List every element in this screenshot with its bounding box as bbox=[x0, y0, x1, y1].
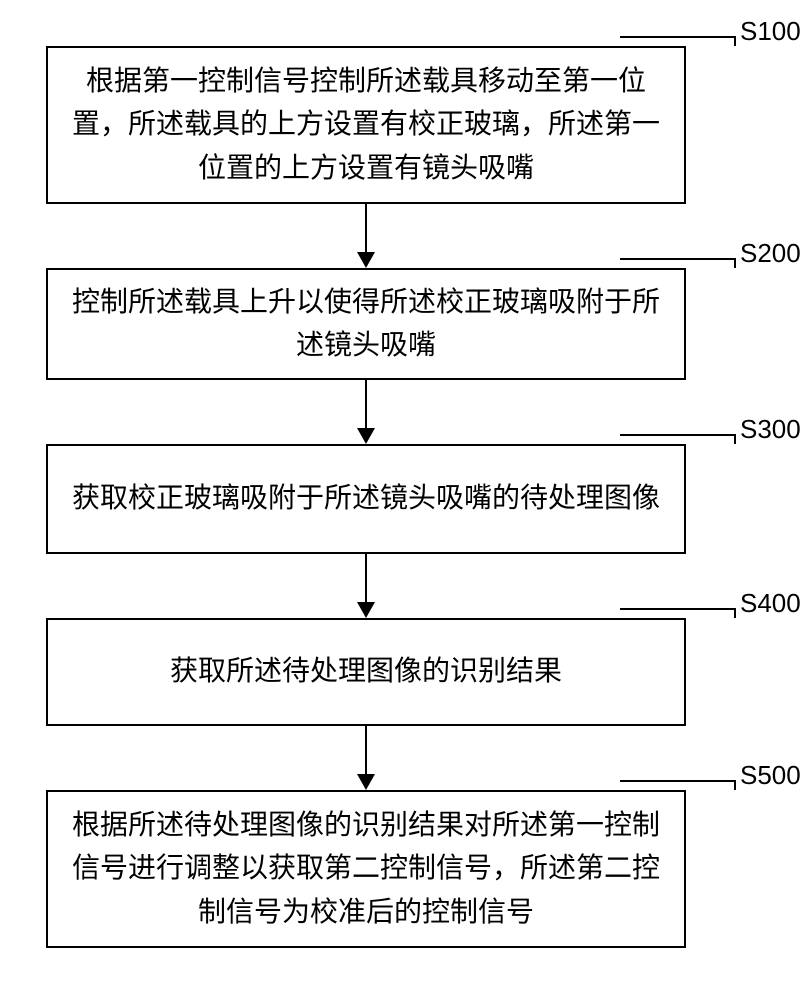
step-s300: 获取校正玻璃吸附于所述镜头吸嘴的待处理图像 bbox=[46, 444, 686, 554]
step-text-s200: 控制所述载具上升以使得所述校正玻璃吸附于所述镜头吸嘴 bbox=[60, 281, 672, 368]
leader-s100 bbox=[620, 36, 736, 46]
arrow-s300-s400-head bbox=[357, 602, 375, 618]
arrow-s400-s500-head bbox=[357, 774, 375, 790]
step-text-s400: 获取所述待处理图像的识别结果 bbox=[170, 650, 562, 693]
step-s100: 根据第一控制信号控制所述载具移动至第一位置，所述载具的上方设置有校正玻璃，所述第… bbox=[46, 46, 686, 204]
label-s300: S300 bbox=[740, 414, 801, 445]
leader-s200 bbox=[620, 258, 736, 268]
leader-s500 bbox=[620, 780, 736, 790]
step-text-s500: 根据所述待处理图像的识别结果对所述第一控制信号进行调整以获取第二控制信号，所述第… bbox=[60, 804, 672, 934]
label-s500: S500 bbox=[740, 760, 801, 791]
leader-s400 bbox=[620, 608, 736, 618]
label-s200: S200 bbox=[740, 238, 801, 269]
arrow-s300-s400-line bbox=[365, 554, 367, 602]
step-text-s300: 获取校正玻璃吸附于所述镜头吸嘴的待处理图像 bbox=[72, 477, 660, 520]
label-s400: S400 bbox=[740, 588, 801, 619]
step-s500: 根据所述待处理图像的识别结果对所述第一控制信号进行调整以获取第二控制信号，所述第… bbox=[46, 790, 686, 948]
arrow-s200-s300-head bbox=[357, 428, 375, 444]
step-text-s100: 根据第一控制信号控制所述载具移动至第一位置，所述载具的上方设置有校正玻璃，所述第… bbox=[60, 60, 672, 190]
step-s400: 获取所述待处理图像的识别结果 bbox=[46, 618, 686, 726]
arrow-s100-s200-head bbox=[357, 252, 375, 268]
leader-s300 bbox=[620, 434, 736, 444]
label-s100: S100 bbox=[740, 16, 801, 47]
arrow-s100-s200-line bbox=[365, 204, 367, 252]
arrow-s400-s500-line bbox=[365, 726, 367, 774]
step-s200: 控制所述载具上升以使得所述校正玻璃吸附于所述镜头吸嘴 bbox=[46, 268, 686, 380]
arrow-s200-s300-line bbox=[365, 380, 367, 428]
flowchart-canvas: S100 根据第一控制信号控制所述载具移动至第一位置，所述载具的上方设置有校正玻… bbox=[0, 0, 810, 1000]
